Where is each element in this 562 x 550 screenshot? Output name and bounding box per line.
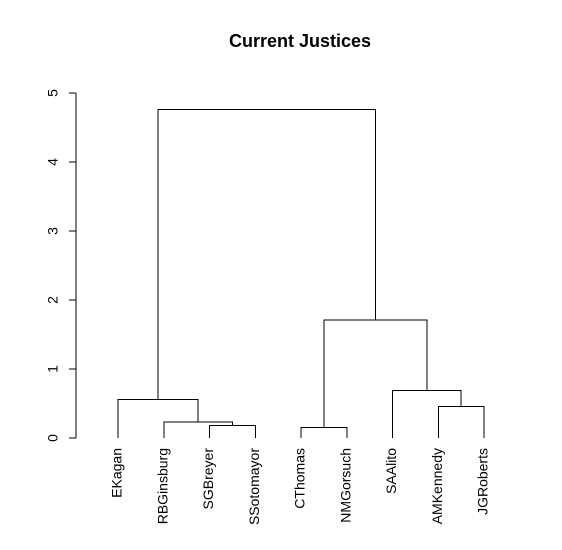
y-tick-label: 4 [45,158,61,166]
dendrogram-branch [300,427,348,438]
leaf-label: CThomas [292,448,308,509]
leaf-label: EKagan [109,448,125,498]
leaf-label: RBGinsburg [154,448,170,524]
dendrogram-branch [157,109,376,400]
dendrogram-branch [323,319,428,428]
leaf-labels: EKagan RBGinsburg SGBreyer SSotomayor CThoma… [109,448,491,525]
chart-title: Current Justices [229,31,371,51]
leaf-label: SGBreyer [200,448,216,510]
dendrogram-branch [437,405,485,438]
y-tick-label: 2 [45,296,61,304]
y-tick-label: 0 [45,434,61,442]
leaf-label: SAAlito [383,448,399,494]
dendrogram-branches [117,109,485,438]
leaf-label: AMKennedy [429,448,445,524]
y-tick-label: 1 [45,365,61,373]
dendrogram-branch [392,389,462,438]
leaf-label: SSotomayor [246,448,262,525]
dendrogram-branch [117,398,199,438]
leaf-label: NMGorsuch [337,448,353,523]
leaf-label: JGRoberts [475,448,491,515]
y-axis: 0 1 2 3 4 5 [45,89,77,442]
y-tick-label: 5 [45,89,61,97]
y-tick-label: 3 [45,227,61,235]
dendrogram-branch [209,425,256,438]
dendrogram-branch [163,421,233,438]
